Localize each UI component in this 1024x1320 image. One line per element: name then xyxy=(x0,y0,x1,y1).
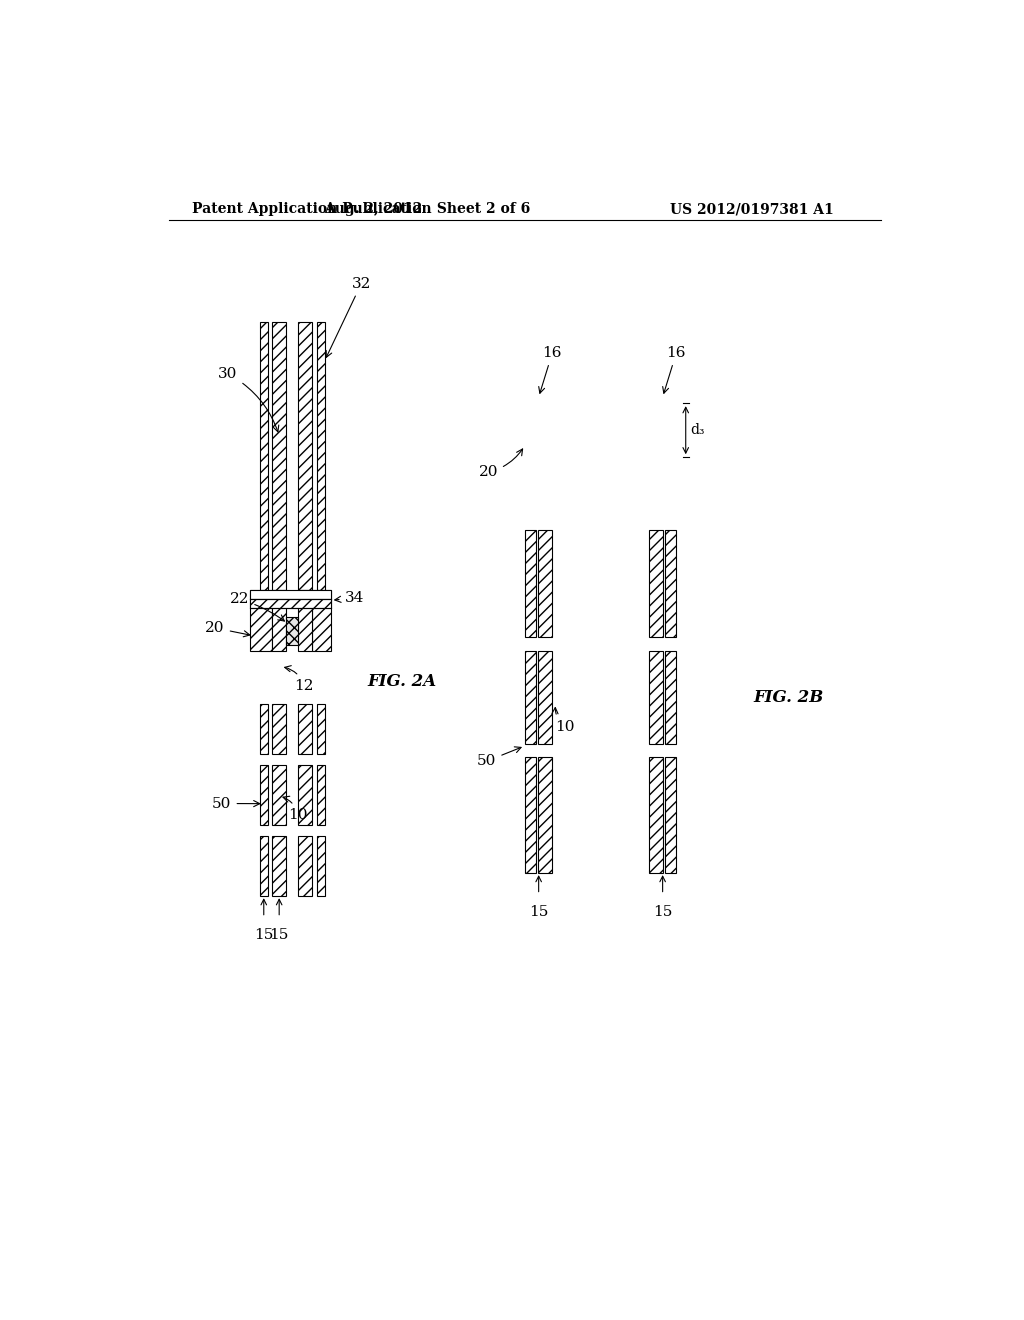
Bar xyxy=(649,651,663,743)
Bar xyxy=(272,766,286,825)
Text: 50: 50 xyxy=(212,796,260,810)
Bar xyxy=(250,590,331,599)
Bar xyxy=(272,322,286,590)
Bar xyxy=(298,836,312,896)
Bar xyxy=(260,766,267,825)
Text: 50: 50 xyxy=(477,747,521,768)
Text: 15: 15 xyxy=(254,928,273,942)
Bar xyxy=(665,651,676,743)
Bar xyxy=(649,758,663,873)
Text: FIG. 2A: FIG. 2A xyxy=(367,673,436,690)
Bar xyxy=(272,590,286,651)
Bar xyxy=(250,599,331,609)
Bar xyxy=(316,766,325,825)
Text: 12: 12 xyxy=(285,665,314,693)
Bar xyxy=(298,705,312,755)
Text: 15: 15 xyxy=(269,928,289,942)
Bar xyxy=(298,322,312,590)
Text: 15: 15 xyxy=(653,906,673,919)
Bar xyxy=(524,529,536,638)
Text: 10: 10 xyxy=(283,796,308,822)
Bar xyxy=(538,758,552,873)
Bar xyxy=(298,590,312,651)
Bar xyxy=(260,836,267,896)
Text: 10: 10 xyxy=(552,708,575,734)
Bar xyxy=(260,705,267,755)
Bar xyxy=(524,758,536,873)
Text: Aug. 2, 2012   Sheet 2 of 6: Aug. 2, 2012 Sheet 2 of 6 xyxy=(324,202,530,216)
Text: 20: 20 xyxy=(205,620,250,636)
Bar xyxy=(316,836,325,896)
Text: 16: 16 xyxy=(663,346,686,393)
Text: 15: 15 xyxy=(529,906,548,919)
Bar xyxy=(649,529,663,638)
Bar xyxy=(272,836,286,896)
Bar xyxy=(260,322,267,590)
Text: 20: 20 xyxy=(478,449,522,479)
Bar xyxy=(524,651,536,743)
Bar xyxy=(312,590,331,651)
Text: 16: 16 xyxy=(539,346,562,393)
Text: 34: 34 xyxy=(335,591,364,605)
Bar xyxy=(250,590,272,651)
Text: FIG. 2B: FIG. 2B xyxy=(754,689,824,706)
Bar xyxy=(538,651,552,743)
Text: d₃: d₃ xyxy=(690,424,705,437)
Text: 22: 22 xyxy=(230,593,285,620)
Bar xyxy=(272,705,286,755)
Text: 30: 30 xyxy=(218,367,279,432)
Bar xyxy=(665,529,676,638)
Bar xyxy=(665,758,676,873)
Bar xyxy=(538,529,552,638)
Bar xyxy=(286,618,298,645)
Bar xyxy=(298,766,312,825)
Text: US 2012/0197381 A1: US 2012/0197381 A1 xyxy=(670,202,834,216)
Text: 32: 32 xyxy=(327,277,371,358)
Bar xyxy=(316,322,325,590)
Bar xyxy=(316,705,325,755)
Text: Patent Application Publication: Patent Application Publication xyxy=(193,202,432,216)
